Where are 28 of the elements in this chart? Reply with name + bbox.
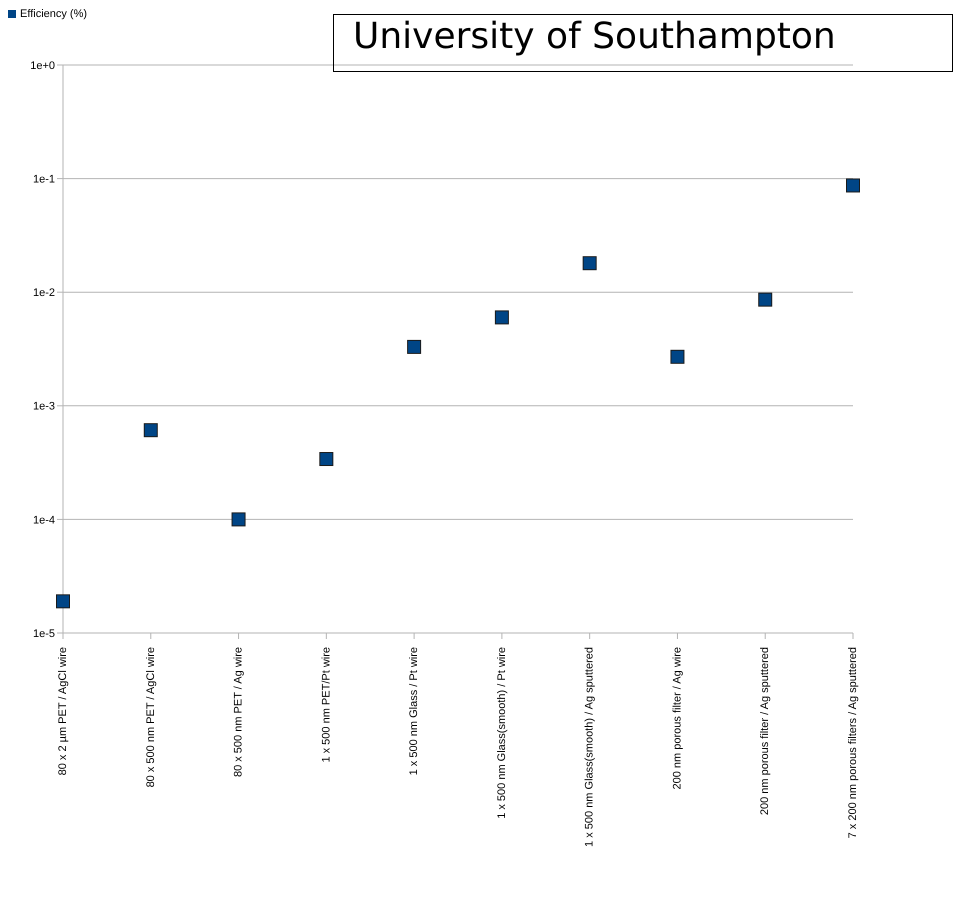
- point: [670, 350, 684, 364]
- y-tick-label: 1e+0: [30, 60, 55, 72]
- point: [758, 292, 772, 307]
- x-tick-label: 200 nm porous filter / Ag wire: [671, 647, 684, 790]
- point: [407, 340, 422, 354]
- y-tick-label: 1e-2: [32, 287, 55, 300]
- x-tick-label: 80 x 2 µm PET / AgCl wire: [57, 647, 69, 776]
- point: [846, 178, 860, 192]
- y-tick-label: 1e-1: [32, 174, 55, 186]
- point: [319, 452, 334, 466]
- y-tick-label: 1e-3: [32, 400, 55, 413]
- x-tick-label: 1 x 500 nm Glass(smooth) / Pt wire: [496, 647, 508, 819]
- point: [582, 256, 597, 270]
- point: [232, 512, 246, 526]
- y-tick-label: 1e-4: [32, 514, 55, 526]
- y-tick-label: 1e-5: [32, 628, 55, 640]
- x-tick-label: 200 nm porous filter / Ag sputtered: [759, 647, 772, 816]
- text: University of Southampton: [352, 16, 837, 57]
- x-tick-label: 1 x 500 nm PET/Pt wire: [320, 647, 332, 763]
- legend-label: Efficiency (%): [20, 8, 88, 20]
- point: [494, 310, 509, 324]
- x-tick-label: 80 x 500 nm PET / Ag wire: [232, 647, 245, 778]
- x-tick-label: 1 x 500 nm Glass(smooth) / Ag sputtered: [584, 647, 596, 847]
- x-tick-label: 1 x 500 nm Glass / Pt wire: [408, 647, 420, 776]
- x-tick-label: 7 x 200 nm porous filters / Ag sputtered: [847, 647, 859, 838]
- x-tick-label: 80 x 500 nm PET / AgCl wire: [144, 647, 157, 788]
- point: [144, 423, 158, 438]
- point: [56, 594, 70, 608]
